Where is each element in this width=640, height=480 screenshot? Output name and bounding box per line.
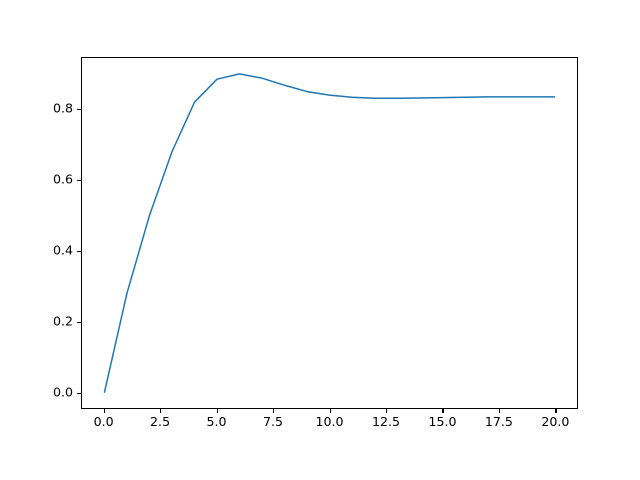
x-tick-label: 20.0 [541,414,570,429]
x-tick-mark [216,409,218,413]
x-tick-label: 2.5 [150,414,171,429]
x-tick-label: 15.0 [428,414,457,429]
x-tick-mark [160,409,162,413]
data-series-line [103,73,556,393]
y-tick-mark [77,108,81,110]
y-tick-label: 0.0 [52,384,73,400]
plot-axes [81,57,578,409]
x-tick-mark [498,409,501,413]
y-tick-mark [77,393,81,395]
line-chart-svg [103,73,556,393]
x-tick-mark [385,409,388,413]
y-tick-label: 0.6 [52,171,73,187]
y-tick-label: 0.8 [52,100,73,116]
y-tick-mark [77,250,81,252]
x-tick-label: 0.0 [93,414,114,429]
y-tick-label: 0.2 [52,313,73,329]
x-tick-mark [103,409,105,413]
x-tick-mark [329,409,331,413]
y-tick-mark [77,179,81,181]
x-tick-mark [273,409,275,413]
x-tick-mark [442,409,444,413]
x-tick-label: 12.5 [371,414,400,429]
x-tick-label: 10.0 [315,414,344,429]
x-tick-label: 7.5 [263,414,284,429]
x-tick-mark [555,409,557,413]
x-tick-label: 5.0 [206,414,227,429]
y-tick-mark [77,321,81,323]
x-tick-label: 17.5 [484,414,513,429]
y-tick-label: 0.4 [52,242,73,258]
